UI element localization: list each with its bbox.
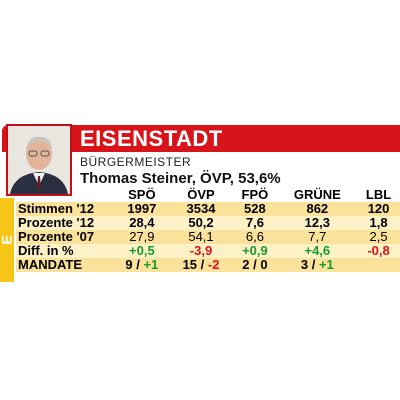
seats: 15 [182, 257, 198, 272]
photo-image [8, 126, 70, 194]
mandate-cell: 2 / 0 [242, 257, 268, 272]
seats: 9 [125, 257, 133, 272]
data-row: Diff. in % +0,5 -3,9 +0,9 +4,6 -0,8 [16, 244, 400, 258]
role: BÜRGERMEISTER [80, 155, 192, 169]
seat-change: +1 [318, 257, 334, 272]
cell: +0,9 [242, 243, 268, 258]
row-label: MANDATE [18, 257, 83, 272]
seats: 3 [300, 257, 309, 272]
cell: 528 [244, 201, 266, 216]
column-header: ÖVP [187, 187, 215, 202]
corner-cell [16, 188, 114, 202]
cell: 120 [367, 201, 390, 216]
cell: 1997 [127, 201, 157, 216]
column-header: SPÖ [128, 187, 156, 202]
cell: 3534 [186, 201, 216, 216]
sidebar: E [0, 198, 15, 282]
city-title: EISENSTADT [80, 126, 223, 151]
sidebar-letter: E [0, 235, 15, 245]
cell: 50,2 [188, 215, 214, 230]
column-header: GRÜNE [293, 187, 341, 202]
cell: +0,5 [129, 243, 155, 258]
cell: -0,8 [367, 243, 390, 258]
data-row: Stimmen '12 1997 3534 528 862 120 [16, 202, 400, 216]
mayor-name: Thomas Steiner, ÖVP, 53,6% [80, 170, 281, 187]
cell: 28,4 [129, 215, 155, 230]
mandate-cell: 9 / +1 [125, 257, 159, 272]
seat-change: +1 [143, 257, 159, 272]
cell: 7,6 [245, 215, 264, 230]
mandate-row: MANDATE 9 / +1 15 / -2 2 / 0 3 / +1 [16, 258, 400, 272]
seat-change: -2 [207, 257, 220, 272]
seat-change: 0 [260, 257, 268, 272]
mandate-cell: 3 / +1 [300, 257, 334, 272]
cell: -3,9 [189, 243, 213, 258]
column-header: FPÖ [241, 187, 269, 202]
row-label: Stimmen '12 [18, 201, 95, 216]
row-label: Diff. in % [18, 243, 74, 258]
data-row: Prozente '07 27,9 54,1 6,6 7,7 2,5 [16, 230, 400, 244]
data-row: Prozente '12 28,4 50,2 7,6 12,3 1,8 [16, 216, 400, 230]
cell: 6,6 [245, 229, 264, 244]
seats: 2 [242, 257, 250, 272]
column-header: LBL [365, 187, 392, 202]
header-row: SPÖ ÖVP FPÖ GRÜNE LBL [16, 188, 400, 202]
row-label: Prozente '12 [18, 215, 95, 230]
mandate-cell: 15 / -2 [182, 257, 220, 272]
cell: 2,5 [369, 229, 388, 244]
mandate-cell [357, 258, 400, 272]
row-label: Prozente '07 [18, 229, 95, 244]
cell: 7,7 [308, 229, 327, 244]
mayor-photo [6, 124, 72, 196]
cell: 862 [306, 201, 329, 216]
cell: +4,6 [304, 243, 331, 258]
cell: 12,3 [304, 215, 330, 230]
cell: 54,1 [188, 229, 214, 244]
results-table: SPÖ ÖVP FPÖ GRÜNE LBL Stimmen '12 1997 3534 528 8… [16, 188, 400, 272]
cell: 1,8 [369, 215, 388, 230]
cell: 27,9 [129, 229, 155, 244]
